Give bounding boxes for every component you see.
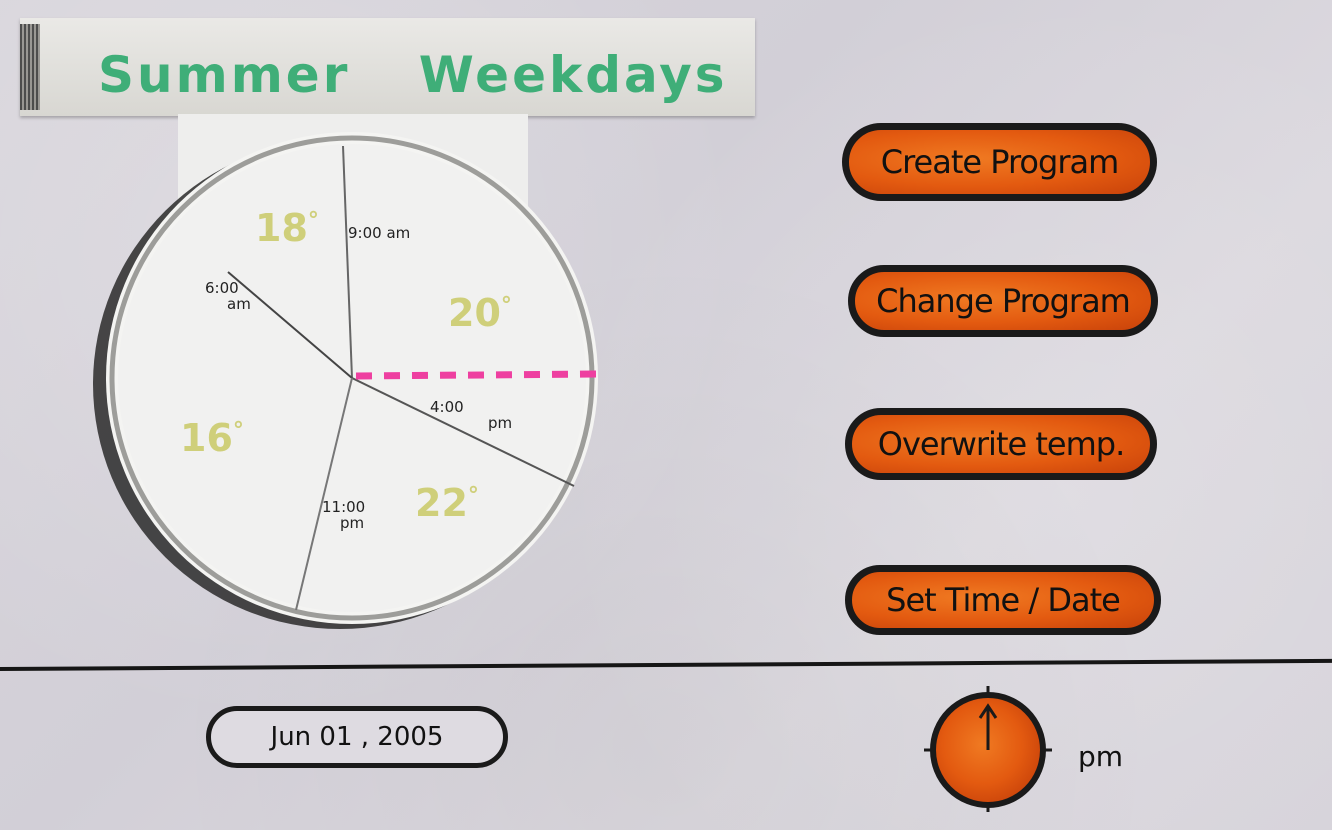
program-title: Summer Weekdays (98, 46, 728, 104)
current-time-indicator (355, 370, 599, 380)
segment-line-1100 (295, 377, 353, 611)
overwrite-temp-button[interactable]: Overwrite temp. (845, 408, 1157, 480)
dial-ring (109, 135, 595, 621)
clock-icon-graphic (924, 686, 1052, 812)
schedule-dial[interactable]: 6:00 am 9:00 am 4:00 pm 11:00 pm 18° 20°… (90, 126, 610, 636)
segment-line-400 (351, 377, 575, 487)
clock-icon[interactable] (920, 684, 1060, 814)
temp-day-value: 20 (448, 291, 501, 335)
schedule-dial-graphic (93, 132, 599, 629)
temp-evening[interactable]: 22° (415, 481, 479, 525)
temp-evening-value: 22 (415, 481, 468, 525)
ampm-indicator[interactable]: pm (1078, 740, 1124, 773)
degree-symbol: ° (307, 208, 319, 234)
degree-symbol: ° (500, 293, 512, 319)
time-label-600: 6:00 am (205, 279, 251, 313)
set-time-date-button[interactable]: Set Time / Date (845, 565, 1161, 635)
segment-line-900 (342, 145, 353, 379)
program-title-tab: Summer Weekdays (20, 18, 755, 116)
time-label-400: 4:00 pm (430, 398, 513, 432)
create-program-button[interactable]: Create Program (842, 123, 1157, 201)
time-label-600-ampm: am (227, 294, 251, 313)
segment-line-600 (227, 271, 353, 379)
time-label-400-ampm: pm (488, 413, 513, 432)
time-label-1100-ampm: pm (340, 513, 365, 532)
temp-morning[interactable]: 18° (255, 206, 319, 250)
temp-night-value: 16 (180, 416, 233, 460)
change-program-button[interactable]: Change Program (848, 265, 1158, 337)
degree-symbol: ° (467, 483, 479, 509)
temp-night[interactable]: 16° (180, 416, 244, 460)
temp-morning-value: 18 (255, 206, 308, 250)
time-label-600-time: 6:00 (205, 279, 239, 297)
time-label-400-time: 4:00 (430, 398, 464, 416)
time-label-1100-time: 11:00 (322, 498, 366, 516)
footer-divider (0, 658, 1332, 671)
date-display[interactable]: Jun 01 , 2005 (206, 706, 508, 768)
degree-symbol: ° (232, 418, 244, 444)
temp-day[interactable]: 20° (448, 291, 512, 335)
time-label-1100: 11:00 pm (322, 498, 366, 532)
binder-edge (20, 24, 40, 110)
clock-hand-tip (978, 703, 998, 719)
time-label-900: 9:00 am (348, 224, 411, 242)
